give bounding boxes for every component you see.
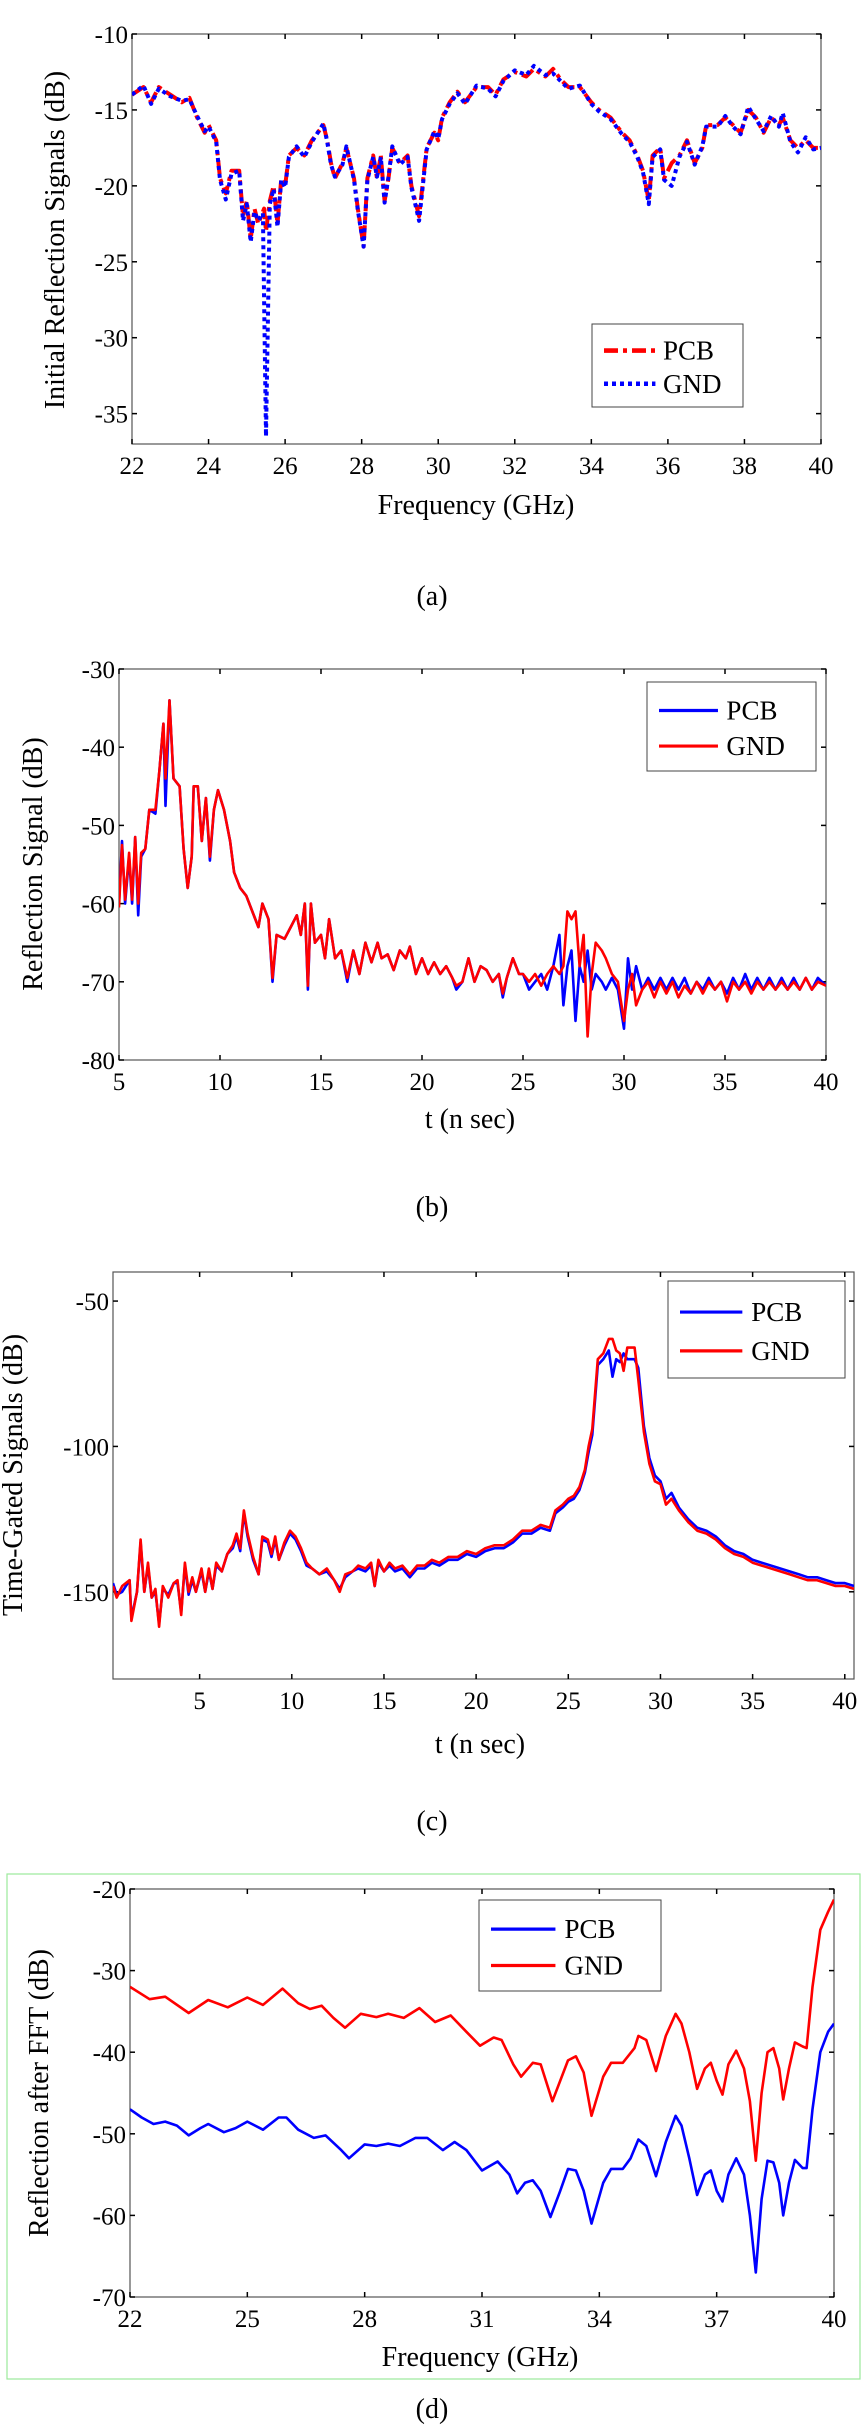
x-axis-label: Frequency (GHz)	[378, 490, 575, 521]
series-pcb-line	[130, 2022, 834, 2274]
y-tick-label: -20	[93, 1877, 126, 1904]
y-tick-label: -60	[82, 892, 115, 919]
y-tick-label: -40	[82, 735, 115, 762]
x-tick-label: 40	[822, 2306, 847, 2333]
x-tick-label: 25	[511, 1069, 536, 1096]
y-tick-label: -30	[93, 1959, 126, 1986]
x-tick-label: 5	[193, 1688, 206, 1715]
x-tick-label: 36	[655, 453, 680, 480]
legend-box	[667, 1280, 846, 1379]
x-tick-label: 20	[464, 1688, 489, 1715]
x-tick-label: 35	[713, 1069, 738, 1096]
y-axis-label: Reflection after FFT (dB)	[24, 1949, 55, 2237]
legend-label-gnd: GND	[751, 1336, 810, 1366]
y-tick-label: -50	[76, 1289, 109, 1316]
legend-label-gnd: GND	[726, 731, 785, 761]
y-tick-label: -70	[93, 2285, 126, 2312]
x-axis-label: t (n sec)	[425, 1104, 515, 1135]
legend-label-pcb: PCB	[663, 336, 714, 366]
x-tick-label: 24	[196, 453, 222, 480]
series-gnd-line	[130, 1899, 834, 2162]
y-tick-label: -100	[63, 1434, 109, 1461]
legend-label-gnd: GND	[565, 1951, 624, 1981]
x-tick-label: 25	[235, 2306, 260, 2333]
x-axis-label: t (n sec)	[435, 1729, 525, 1760]
caption: (c)	[416, 1806, 447, 1837]
y-tick-label: -25	[95, 250, 128, 277]
y-tick-label: -60	[93, 2203, 126, 2230]
legend-label-gnd: GND	[663, 369, 722, 399]
panel-d-border	[6, 1873, 861, 2380]
legend-box	[646, 681, 817, 772]
x-tick-label: 22	[120, 453, 145, 480]
y-tick-label: -80	[82, 1048, 115, 1075]
x-tick-label: 40	[832, 1688, 857, 1715]
y-tick-label: -35	[95, 402, 128, 429]
x-tick-label: 35	[740, 1688, 765, 1715]
x-tick-label: 28	[352, 2306, 377, 2333]
legend-box	[591, 323, 744, 408]
chart-b: t (n sec) Reflection Signal (dB) (b) 5 10…	[18, 657, 839, 1223]
y-tick-label: -70	[82, 970, 115, 997]
legend-label-pcb: PCB	[565, 1914, 616, 1944]
x-tick-label: 20	[410, 1069, 435, 1096]
y-tick-label: -50	[82, 813, 115, 840]
y-axis-label: Time-Gated Signals (dB)	[0, 1334, 29, 1616]
legend: PCB GND	[646, 681, 817, 772]
y-tick-label: -30	[82, 657, 115, 684]
x-tick-label: 30	[648, 1688, 673, 1715]
caption: (a)	[416, 581, 447, 612]
x-axis-label: Frequency (GHz)	[382, 2342, 579, 2373]
x-tick-label: 5	[113, 1069, 126, 1096]
y-tick-label: -15	[95, 98, 128, 125]
x-tick-label: 26	[273, 453, 298, 480]
chart-a: Frequency (GHz) Initial Reflection Signa…	[40, 22, 834, 612]
legend-label-pcb: PCB	[751, 1297, 802, 1327]
x-tick-label: 30	[426, 453, 451, 480]
caption: (d)	[416, 2394, 449, 2425]
y-tick-label: -50	[93, 2122, 126, 2149]
series-gnd-line	[119, 699, 826, 1038]
x-tick-label: 34	[579, 453, 605, 480]
chart-d: Frequency (GHz) Reflection after FFT (dB…	[24, 1877, 847, 2425]
y-tick-label: -10	[95, 22, 128, 49]
y-tick-label: -150	[63, 1580, 109, 1607]
x-tick-label: 32	[502, 453, 527, 480]
y-tick-label: -20	[95, 174, 128, 201]
x-tick-label: 30	[612, 1069, 637, 1096]
series-gnd-line	[132, 63, 821, 439]
x-tick-label: 31	[470, 2306, 495, 2333]
x-tick-label: 10	[208, 1069, 233, 1096]
caption: (b)	[416, 1192, 449, 1223]
legend: PCB GND	[667, 1280, 846, 1379]
x-tick-label: 25	[556, 1688, 581, 1715]
legend-label-pcb: PCB	[726, 695, 777, 725]
y-axis-label: Initial Reflection Signals (dB)	[40, 71, 71, 409]
x-tick-label: 15	[371, 1688, 396, 1715]
x-tick-label: 40	[814, 1069, 839, 1096]
y-axis-label: Reflection Signal (dB)	[18, 737, 49, 991]
x-tick-label: 34	[587, 2306, 613, 2333]
x-tick-label: 28	[349, 453, 374, 480]
x-tick-label: 38	[732, 453, 757, 480]
series-gnd-line	[113, 1337, 854, 1628]
y-tick-label: -40	[93, 2040, 126, 2067]
legend-box	[478, 1899, 662, 1992]
legend: PCB GND	[478, 1899, 662, 1992]
x-tick-label: 40	[809, 453, 834, 480]
chart-c: t (n sec) Time-Gated Signals (dB) (c) 5 1…	[0, 1271, 857, 1837]
x-tick-label: 37	[704, 2306, 729, 2333]
y-tick-label: -30	[95, 326, 128, 353]
x-tick-label: 15	[309, 1069, 334, 1096]
x-tick-label: 10	[279, 1688, 304, 1715]
x-tick-label: 22	[118, 2306, 143, 2333]
